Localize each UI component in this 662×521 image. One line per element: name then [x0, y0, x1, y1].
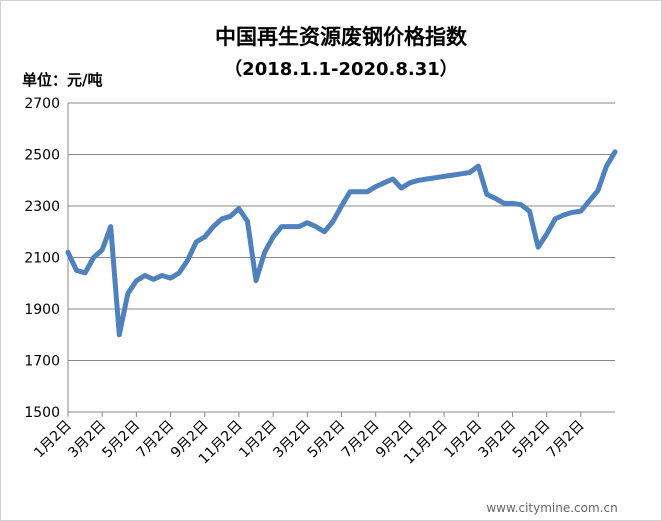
- y-tick-label: 2100: [24, 251, 60, 267]
- y-tick-label: 1500: [24, 405, 60, 421]
- watermark: www.citymine.com.cn: [486, 501, 617, 515]
- y-tick-label: 1700: [24, 354, 60, 370]
- y-tick-label: 2500: [24, 148, 60, 164]
- y-tick-label: 2300: [24, 199, 60, 215]
- data-line: [65, 149, 618, 338]
- y-tick-label: 2700: [24, 96, 60, 112]
- chart-title: 中国再生资源废钢价格指数: [215, 24, 468, 49]
- y-axis-label: 单位：元/吨: [22, 71, 102, 89]
- y-tick-label: 1900: [24, 302, 60, 318]
- chart-subtitle: （2018.1.1-2020.8.31）: [224, 59, 458, 80]
